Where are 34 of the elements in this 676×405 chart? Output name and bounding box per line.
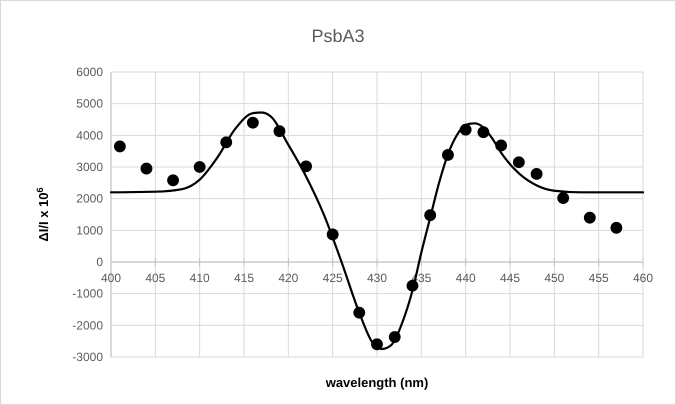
x-tick-label: 455 — [588, 271, 609, 285]
point — [194, 161, 206, 173]
y-tick-label: -1000 — [72, 286, 104, 301]
x-tick-label: 410 — [190, 271, 210, 285]
x-tick-label: 440 — [456, 271, 476, 285]
x-axis-title: wavelength (nm) — [324, 375, 428, 390]
y-tick-label: 4000 — [76, 128, 104, 142]
point — [246, 116, 259, 129]
x-tick-label: 450 — [544, 271, 565, 285]
y-tick-label: -2000 — [72, 318, 104, 332]
x-tick-label: 460 — [632, 271, 654, 285]
point — [167, 174, 179, 186]
x-tick-label: 430 — [366, 271, 388, 285]
point — [114, 140, 126, 152]
y-tick-label: 1000 — [76, 223, 104, 238]
y-tick-label: 5000 — [76, 96, 104, 111]
y-tick-label: 3000 — [76, 160, 104, 174]
point — [512, 156, 525, 168]
point — [530, 168, 543, 180]
y-tick-label: 0 — [96, 255, 104, 269]
x-tick-label: 420 — [278, 271, 299, 285]
x-tick-label: 400 — [100, 271, 122, 285]
y-tick-label: -3000 — [72, 350, 104, 364]
chart-title: PsbA3 — [311, 26, 365, 46]
x-tick-label: 445 — [500, 271, 520, 285]
point — [610, 222, 622, 234]
point — [557, 192, 570, 204]
point — [584, 212, 596, 224]
x-tick-label: 425 — [322, 271, 343, 285]
y-tick-label: 2000 — [76, 192, 104, 206]
x-tick-label: 405 — [145, 271, 166, 285]
x-tick-label: 415 — [234, 271, 254, 285]
y-tick-label: 6000 — [76, 65, 104, 79]
point — [140, 162, 152, 174]
